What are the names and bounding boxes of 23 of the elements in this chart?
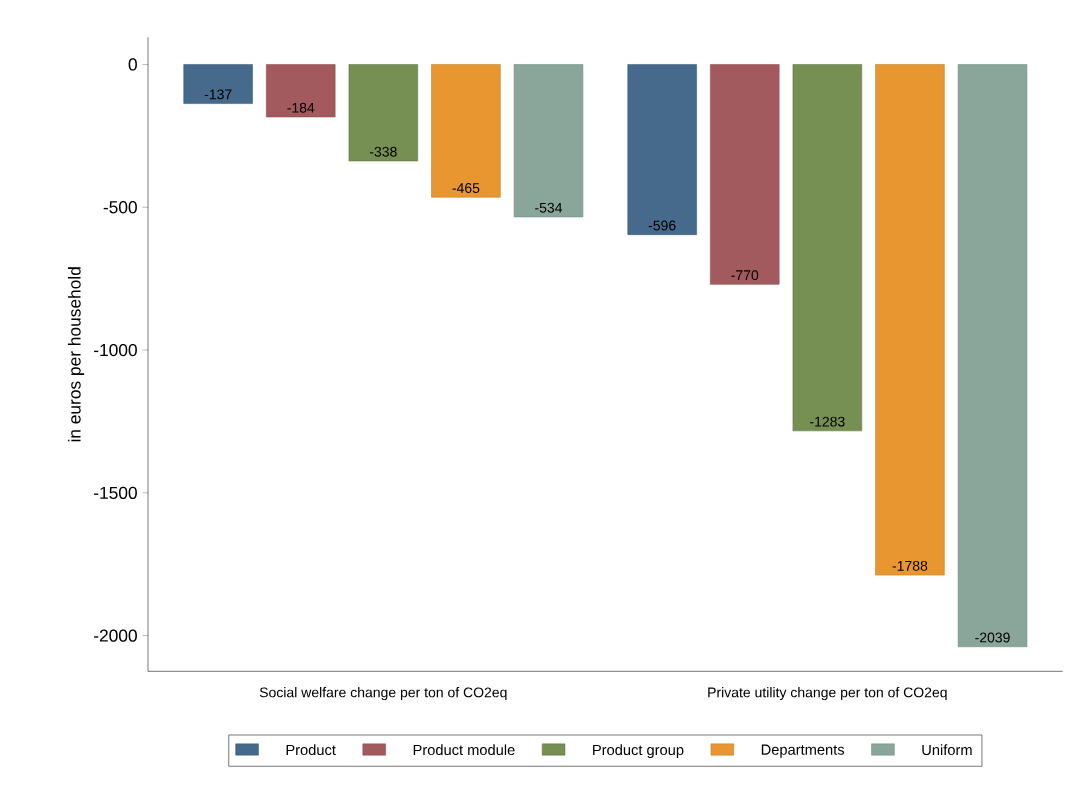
- y-tick-label: -1000: [94, 343, 137, 357]
- legend-label: Product group: [593, 744, 684, 758]
- x-tick-label: Social welfare change per ton of CO2eq: [259, 686, 507, 700]
- data-label: -465: [452, 182, 480, 193]
- y-tick-label: -2000: [94, 629, 137, 642]
- data-label: -534: [535, 202, 563, 213]
- x-tick-label: Private utility change per ton of CO2eq: [708, 686, 947, 700]
- data-label: -1788: [892, 560, 928, 571]
- y-tick-label: -500: [103, 200, 137, 214]
- legend-label: Departments: [761, 744, 845, 758]
- data-label: -184: [287, 102, 315, 113]
- y-tick-label: 0: [128, 58, 137, 71]
- y-axis-title: in euros per household: [67, 267, 85, 442]
- data-label: -770: [731, 270, 759, 280]
- legend-label: Product module: [413, 744, 515, 755]
- data-label: -338: [369, 146, 397, 157]
- y-tick-label: -1500: [94, 486, 137, 499]
- data-label: -1283: [810, 416, 845, 427]
- data-label: -2039: [975, 632, 1010, 643]
- data-label: -137: [204, 89, 232, 100]
- data-label: -596: [648, 220, 676, 231]
- legend-label: Uniform: [922, 744, 972, 755]
- legend-label: Product: [286, 744, 336, 755]
